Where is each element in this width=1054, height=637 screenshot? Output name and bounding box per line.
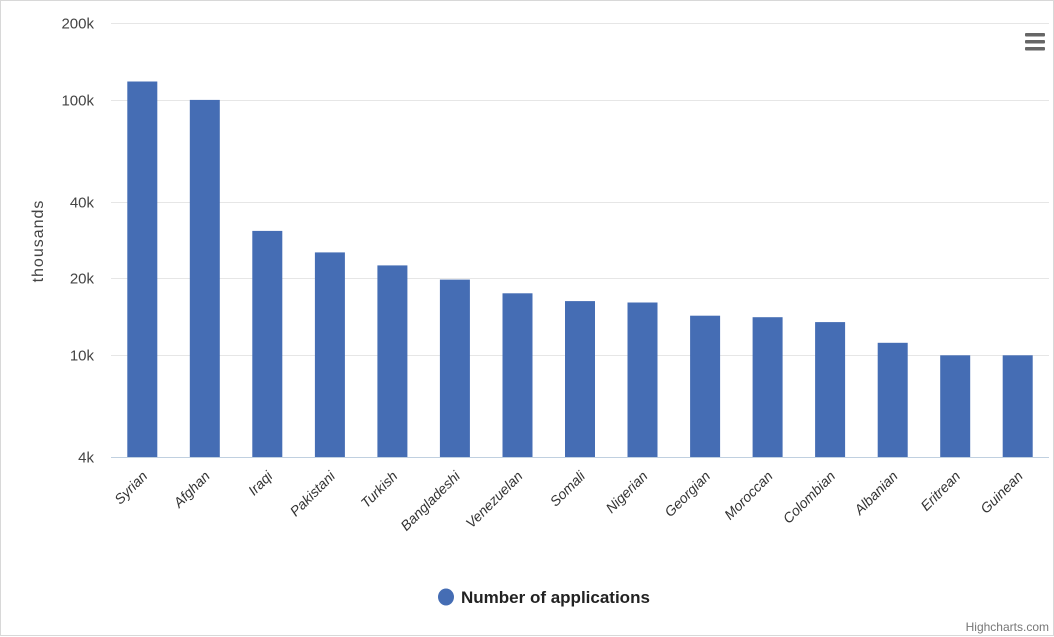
bar-somali[interactable]: [565, 301, 595, 457]
x-tick-label: Iraqi: [245, 467, 276, 498]
legend[interactable]: Number of applications: [438, 588, 650, 607]
x-tick-label: Somali: [547, 467, 589, 509]
x-tick-label: Bangladeshi: [397, 467, 463, 533]
bar-afghan[interactable]: [189, 99, 220, 458]
credits-link[interactable]: Highcharts.com: [966, 620, 1049, 634]
bar-colombian[interactable]: [815, 322, 846, 457]
x-axis-ticks: Syrian Afghan Iraqi Pakistani TurkishBanglad…: [111, 467, 1026, 533]
bar-moroccan[interactable]: [752, 317, 783, 457]
x-tick-label: Georgian: [661, 468, 713, 520]
x-tick-label: Pakistani: [287, 467, 339, 519]
x-tick-label: Nigerian: [602, 468, 650, 516]
y-tick-label: 40k: [70, 195, 95, 212]
bar-syrian[interactable]: [127, 81, 158, 458]
bar-georgian[interactable]: [690, 315, 721, 457]
y-axis-ticks: 4k 10k 20k 40k 100k 200k: [61, 16, 94, 467]
x-tick-label: Syrian: [111, 468, 151, 508]
legend-marker: [438, 588, 454, 606]
x-tick-label: Afghan: [170, 468, 214, 512]
y-axis-title: thousands: [30, 200, 47, 283]
x-tick-label: Guinean: [977, 468, 1026, 517]
bar-guinean[interactable]: [1002, 355, 1033, 457]
bar-turkish[interactable]: [377, 265, 408, 457]
x-tick-label: Colombian: [780, 468, 839, 527]
y-tick-label: 100k: [61, 93, 94, 110]
bar-iraqi[interactable]: [252, 230, 283, 457]
bar-nigerian[interactable]: [627, 302, 658, 458]
x-tick-label: Turkish: [357, 468, 400, 511]
x-tick-label: Moroccan: [721, 468, 776, 523]
y-tick-label: 10k: [70, 348, 95, 365]
x-tick-label: Albanian: [850, 468, 901, 519]
bar-pakistani[interactable]: [314, 252, 345, 457]
bar-albanian[interactable]: [877, 342, 908, 457]
hamburger-menu-icon[interactable]: [1025, 33, 1045, 51]
bar-layer: [127, 81, 1033, 458]
bar-venezuelan[interactable]: [502, 293, 533, 457]
x-tick-label: Eritrean: [917, 468, 963, 514]
bar-eritrean[interactable]: [940, 355, 971, 457]
x-tick-label: Venezuelan: [462, 468, 525, 531]
bar-bangladeshi[interactable]: [439, 279, 470, 457]
legend-label[interactable]: Number of applications: [461, 588, 650, 607]
y-tick-label: 200k: [61, 16, 94, 33]
y-tick-label: 20k: [70, 271, 95, 288]
y-tick-label: 4k: [78, 450, 94, 467]
